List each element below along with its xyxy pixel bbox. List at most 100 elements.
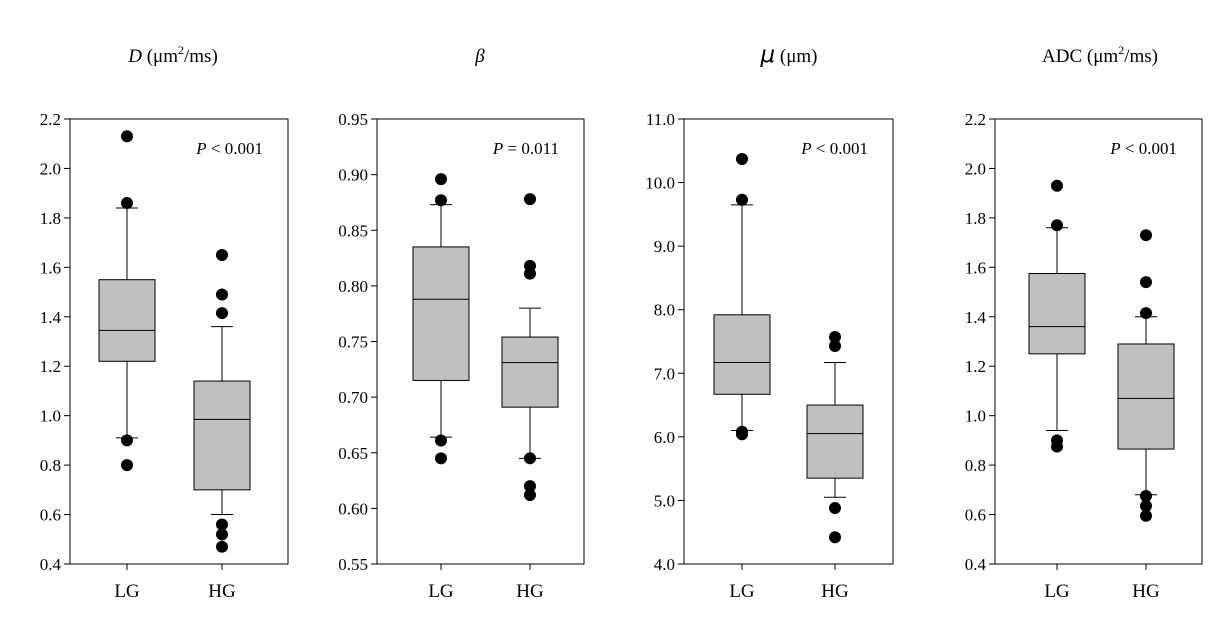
y-tick-label: 0.4 bbox=[40, 555, 62, 574]
outlier-point bbox=[216, 288, 228, 301]
y-tick-label: 1.8 bbox=[965, 209, 986, 228]
y-tick-label: 0.85 bbox=[338, 221, 368, 240]
outlier-point bbox=[435, 173, 447, 186]
outlier-point bbox=[1051, 440, 1063, 453]
outlier-point bbox=[435, 434, 447, 447]
iqr-box bbox=[193, 380, 251, 491]
y-tick-label: 0.60 bbox=[338, 499, 368, 518]
iqr-box bbox=[501, 336, 559, 408]
title-unit: (μm bbox=[142, 46, 178, 67]
outlier-point bbox=[1140, 276, 1152, 289]
box-lg bbox=[1028, 179, 1086, 453]
box-hg bbox=[193, 248, 251, 553]
plot-frame bbox=[994, 118, 1203, 565]
box-lg bbox=[412, 173, 470, 465]
y-tick-label: 0.8 bbox=[965, 456, 986, 475]
panel-3: μ (μm) 4.0 5.0 6.0 7.0 8.0 9.0 10.0 11.0 LG HG P < … bbox=[645, 42, 894, 602]
title-unit: ADC (μm bbox=[1042, 46, 1118, 67]
outlier-point bbox=[435, 194, 447, 207]
iqr-box bbox=[98, 279, 156, 362]
p-value-text: < 0.001 bbox=[207, 139, 263, 158]
y-tick-label: 1.2 bbox=[965, 357, 986, 376]
title-unit-suffix: /ms) bbox=[1124, 46, 1158, 67]
iqr-box bbox=[1028, 273, 1086, 355]
outlier-point bbox=[121, 130, 133, 143]
y-tick-label: 0.55 bbox=[338, 555, 368, 574]
outlier-point bbox=[1140, 229, 1152, 242]
title-superscript: 2 bbox=[1118, 43, 1124, 57]
title-unit: (μm) bbox=[775, 46, 817, 67]
panel-2: β 0.55 0.60 0.65 0.70 0.75 0.80 0.85 0.90 0.95 LG H… bbox=[338, 46, 585, 602]
x-category-label: HG bbox=[1132, 581, 1160, 602]
outlier-point bbox=[435, 452, 447, 465]
panel-title: β bbox=[474, 46, 485, 67]
p-value-annotation: P < 0.001 bbox=[1109, 139, 1177, 158]
outlier-point bbox=[829, 531, 841, 544]
title-variable: β bbox=[474, 46, 485, 67]
title-variable: μ bbox=[759, 42, 775, 68]
panel-title: ADC (μm2/ms) bbox=[1042, 43, 1158, 67]
plot-frame bbox=[69, 118, 289, 565]
outlier-point bbox=[829, 502, 841, 515]
outlier-point bbox=[829, 339, 841, 352]
outlier-point bbox=[1051, 219, 1063, 232]
y-tick-label: 1.2 bbox=[40, 357, 61, 376]
x-category-label: HG bbox=[821, 581, 849, 602]
x-category-label: HG bbox=[516, 581, 544, 602]
box-hg bbox=[806, 331, 864, 544]
p-value-label: P bbox=[195, 139, 206, 158]
x-category-label: LG bbox=[428, 581, 454, 602]
y-tick-label: 0.6 bbox=[40, 506, 61, 525]
y-tick-label: 0.6 bbox=[965, 506, 986, 525]
p-value-label: P bbox=[492, 139, 503, 158]
y-tick-label: 8.0 bbox=[654, 301, 675, 320]
outlier-point bbox=[216, 540, 228, 553]
y-tick-label: 9.0 bbox=[654, 237, 675, 256]
y-tick-label: 5.0 bbox=[654, 491, 675, 510]
y-tick-label: 0.95 bbox=[338, 110, 368, 129]
x-category-label: LG bbox=[114, 581, 140, 602]
outlier-point bbox=[216, 518, 228, 531]
outlier-point bbox=[736, 193, 748, 206]
iqr-box bbox=[412, 246, 470, 381]
y-tick-label: 0.90 bbox=[338, 166, 368, 185]
outlier-point bbox=[121, 197, 133, 210]
outlier-point bbox=[121, 459, 133, 472]
box-lg bbox=[98, 130, 156, 472]
x-category-label: LG bbox=[729, 581, 755, 602]
p-value-label: P bbox=[1109, 139, 1120, 158]
outlier-point bbox=[736, 428, 748, 441]
y-tick-label: 2.2 bbox=[40, 110, 61, 129]
y-tick-label: 1.8 bbox=[40, 209, 61, 228]
y-tick-label: 10.0 bbox=[645, 174, 675, 193]
iqr-box bbox=[713, 314, 771, 395]
box-hg bbox=[501, 193, 559, 502]
plot-frame bbox=[683, 118, 894, 565]
outlier-point bbox=[1140, 509, 1152, 522]
y-tick-label: 0.65 bbox=[338, 444, 368, 463]
title-unit-suffix: /ms) bbox=[184, 46, 218, 67]
x-category-label: LG bbox=[1044, 581, 1070, 602]
box-hg bbox=[1117, 229, 1175, 522]
y-tick-label: 11.0 bbox=[646, 110, 675, 129]
y-tick-label: 2.0 bbox=[965, 159, 986, 178]
y-tick-label: 2.2 bbox=[965, 110, 986, 129]
outlier-point bbox=[1140, 490, 1152, 503]
y-tick-label: 1.0 bbox=[40, 407, 61, 426]
y-tick-label: 0.70 bbox=[338, 388, 368, 407]
y-tick-label: 1.6 bbox=[40, 258, 61, 277]
title-superscript: 2 bbox=[178, 43, 184, 57]
y-tick-label: 1.0 bbox=[965, 407, 986, 426]
p-value-text: < 0.001 bbox=[1121, 139, 1177, 158]
outlier-point bbox=[216, 307, 228, 320]
outlier-point bbox=[524, 193, 536, 206]
p-value-annotation: P = 0.011 bbox=[492, 139, 559, 158]
y-tick-label: 0.8 bbox=[40, 456, 61, 475]
y-tick-label: 7.0 bbox=[654, 364, 675, 383]
panel-title: D (μm2/ms) bbox=[127, 43, 218, 67]
outlier-point bbox=[524, 480, 536, 493]
iqr-box bbox=[1117, 343, 1175, 450]
p-value-annotation: P < 0.001 bbox=[195, 139, 263, 158]
p-value-text: = 0.011 bbox=[503, 139, 559, 158]
